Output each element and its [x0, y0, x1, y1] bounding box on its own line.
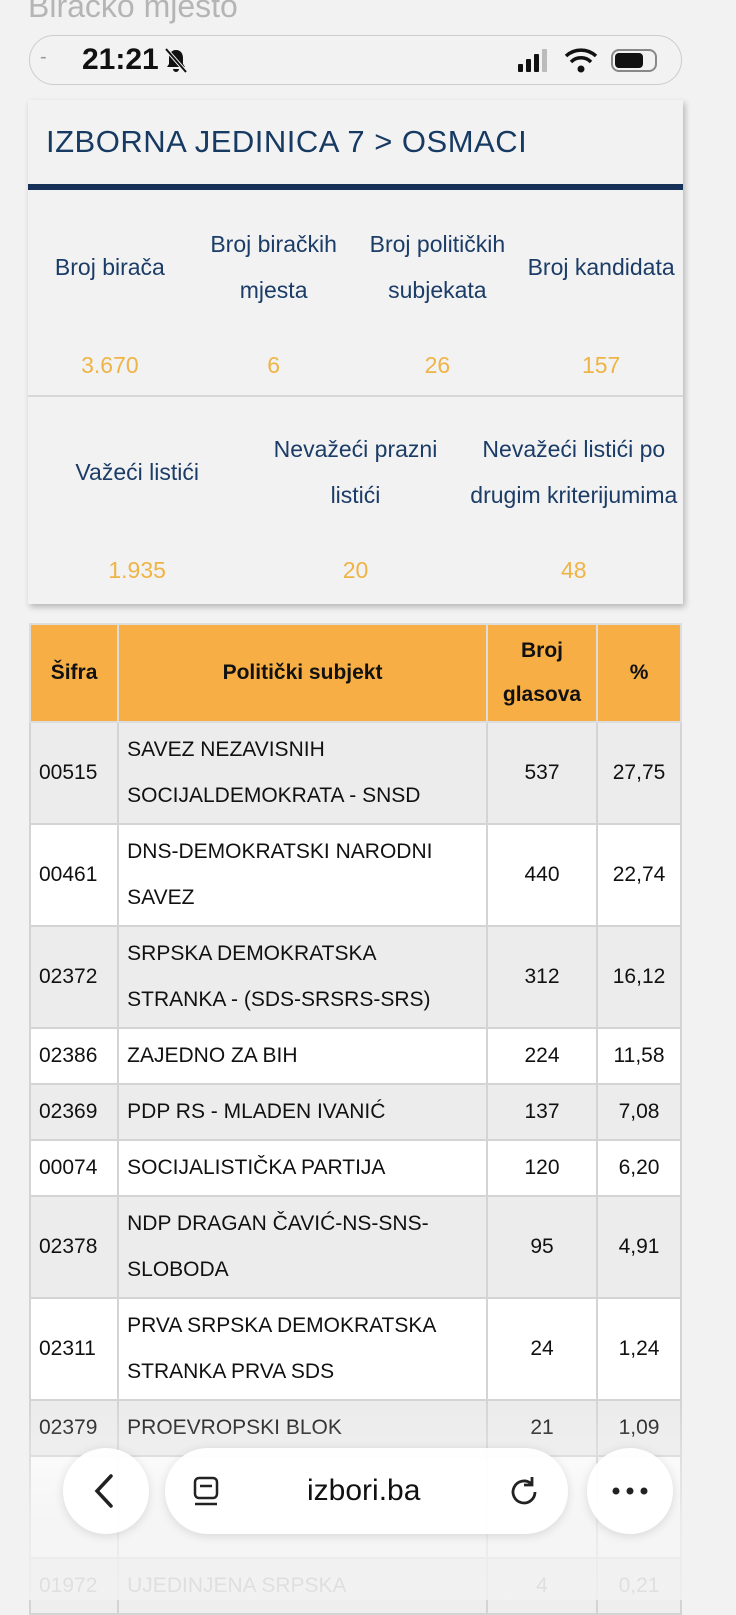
stat: Broj birača 3.670: [28, 192, 192, 379]
card-title: IZBORNA JEDINICA 7 > OSMACI: [46, 124, 528, 159]
clock: 21:21: [82, 43, 159, 76]
code: 00461: [28, 823, 120, 927]
page-title: Biračko mjesto: [28, 0, 238, 24]
system-icons: [518, 48, 657, 73]
votes: 24: [485, 1297, 599, 1401]
stat-label: Nevažeći listići po drugim kriterijumima: [470, 436, 678, 508]
menu-icon: [612, 1487, 648, 1495]
menu-button[interactable]: [587, 1448, 673, 1534]
votes: 120: [485, 1139, 599, 1197]
party: NDP DRAGAN ČAVIĆ-NS-SNS-SLOBODA: [117, 1195, 488, 1299]
percent: 4,91: [596, 1195, 682, 1299]
stat-value: 3.670: [81, 352, 139, 378]
code: 02378: [28, 1195, 120, 1299]
stat-value: 48: [561, 557, 587, 583]
percent: 27,75: [596, 721, 682, 825]
table-row: 00074 SOCIJALISTIČKA PARTIJA 120 6,20: [28, 1139, 682, 1197]
votes: 224: [485, 1027, 599, 1085]
party: PDP RS - MLADEN IVANIĆ: [117, 1083, 488, 1141]
party: SAVEZ NEZAVISNIH SOCIJALDEMOKRATA - SNSD: [117, 721, 488, 825]
code: 02372: [28, 925, 120, 1029]
table-row: 02311 PRVA SRPSKA DEMOKRATSKA STRANKA PRV…: [28, 1297, 682, 1401]
votes: 137: [485, 1083, 599, 1141]
reload-icon[interactable]: [505, 1472, 545, 1512]
code: 00074: [28, 1139, 120, 1197]
stat-label: Broj birača: [54, 254, 165, 280]
percent: 1,24: [596, 1297, 682, 1401]
table-row: 02386 ZAJEDNO ZA BIH 224 11,58: [28, 1027, 682, 1085]
votes: 95: [485, 1195, 599, 1299]
stat-value: 20: [342, 557, 369, 583]
percent: 11,58: [596, 1027, 682, 1085]
party: ZAJEDNO ZA BIH: [117, 1027, 488, 1085]
code: 02369: [28, 1083, 120, 1141]
status-bar: - 21:21: [29, 35, 682, 85]
stats-row: Važeći listići 1.935 Nevažeći prazni listi…: [28, 397, 683, 584]
mute-icon: [164, 47, 188, 74]
stats-row: Broj birača 3.670 Broj biračkih mjesta 6 Bro…: [28, 192, 683, 379]
stat: Važeći listići 1.935: [28, 397, 246, 584]
stat: Broj biračkih mjesta 6: [192, 192, 356, 379]
stat-label: Važeći listići: [75, 459, 199, 485]
summary-card: IZBORNA JEDINICA 7 > OSMACI Broj birača 3…: [28, 100, 683, 604]
stat-value: 1.935: [108, 557, 166, 583]
tabs-icon: [193, 1476, 219, 1506]
stat-label: Broj kandidata: [527, 254, 675, 280]
column-header: Politički subjekt: [117, 623, 488, 723]
table-row: 02378 NDP DRAGAN ČAVIĆ-NS-SNS-SLOBODA 95 4,…: [28, 1195, 682, 1299]
stat: Broj političkih subjekata 26: [356, 192, 520, 379]
stat: Broj kandidata 157: [519, 192, 683, 379]
percent: 6,20: [596, 1139, 682, 1197]
party: DNS-DEMOKRATSKI NARODNI SAVEZ: [117, 823, 488, 927]
stat-value: 6: [267, 352, 281, 378]
votes: 440: [485, 823, 599, 927]
stat: Nevažeći prazni listići 20: [246, 397, 464, 584]
table-row: 00515 SAVEZ NEZAVISNIH SOCIJALDEMOKRATA -…: [28, 721, 682, 825]
stat-value: 157: [581, 352, 621, 378]
header-row: Šifra Politički subjekt Broj glasova%: [28, 623, 682, 723]
code: 00515: [28, 721, 120, 825]
percent: 22,74: [596, 823, 682, 927]
table-row: 00461 DNS-DEMOKRATSKI NARODNI SAVEZ 440 22,…: [28, 823, 682, 927]
votes: 312: [485, 925, 599, 1029]
stat: Nevažeći listići po drugim kriterijumima…: [465, 397, 683, 584]
stat-label: Nevažeći prazni listići: [273, 436, 438, 508]
address-bar[interactable]: izbori.ba: [165, 1448, 568, 1534]
table-row: 02369 PDP RS - MLADEN IVANIĆ 137 7,08: [28, 1083, 682, 1141]
divider: [28, 395, 683, 397]
column-header: Šifra: [28, 623, 120, 723]
code: 02386: [28, 1027, 120, 1085]
votes: 537: [485, 721, 599, 825]
party: PRVA SRPSKA DEMOKRATSKA STRANKA PRVA SDS: [117, 1297, 488, 1401]
column-header: Broj glasova: [485, 623, 599, 723]
back-button[interactable]: [63, 1448, 149, 1534]
table-row: 02372 SRPSKA DEMOKRATSKA STRANKA - (SDS-S…: [28, 925, 682, 1029]
title-underline: [28, 184, 683, 190]
party: SRPSKA DEMOKRATSKA STRANKA - (SDS-SRSRS-…: [117, 925, 488, 1029]
stat-label: Broj biračkih mjesta: [210, 231, 337, 303]
url: izbori.ba: [307, 1474, 421, 1507]
code: 02311: [28, 1297, 120, 1401]
column-header: %: [596, 623, 682, 723]
back-icon: [94, 1474, 113, 1508]
percent: 16,12: [596, 925, 682, 1029]
stat-label: Broj političkih subjekata: [369, 231, 506, 303]
party: SOCIJALISTIČKA PARTIJA: [117, 1139, 488, 1197]
percent: 7,08: [596, 1083, 682, 1141]
stat-value: 26: [424, 352, 451, 378]
indicator: -: [40, 46, 47, 68]
